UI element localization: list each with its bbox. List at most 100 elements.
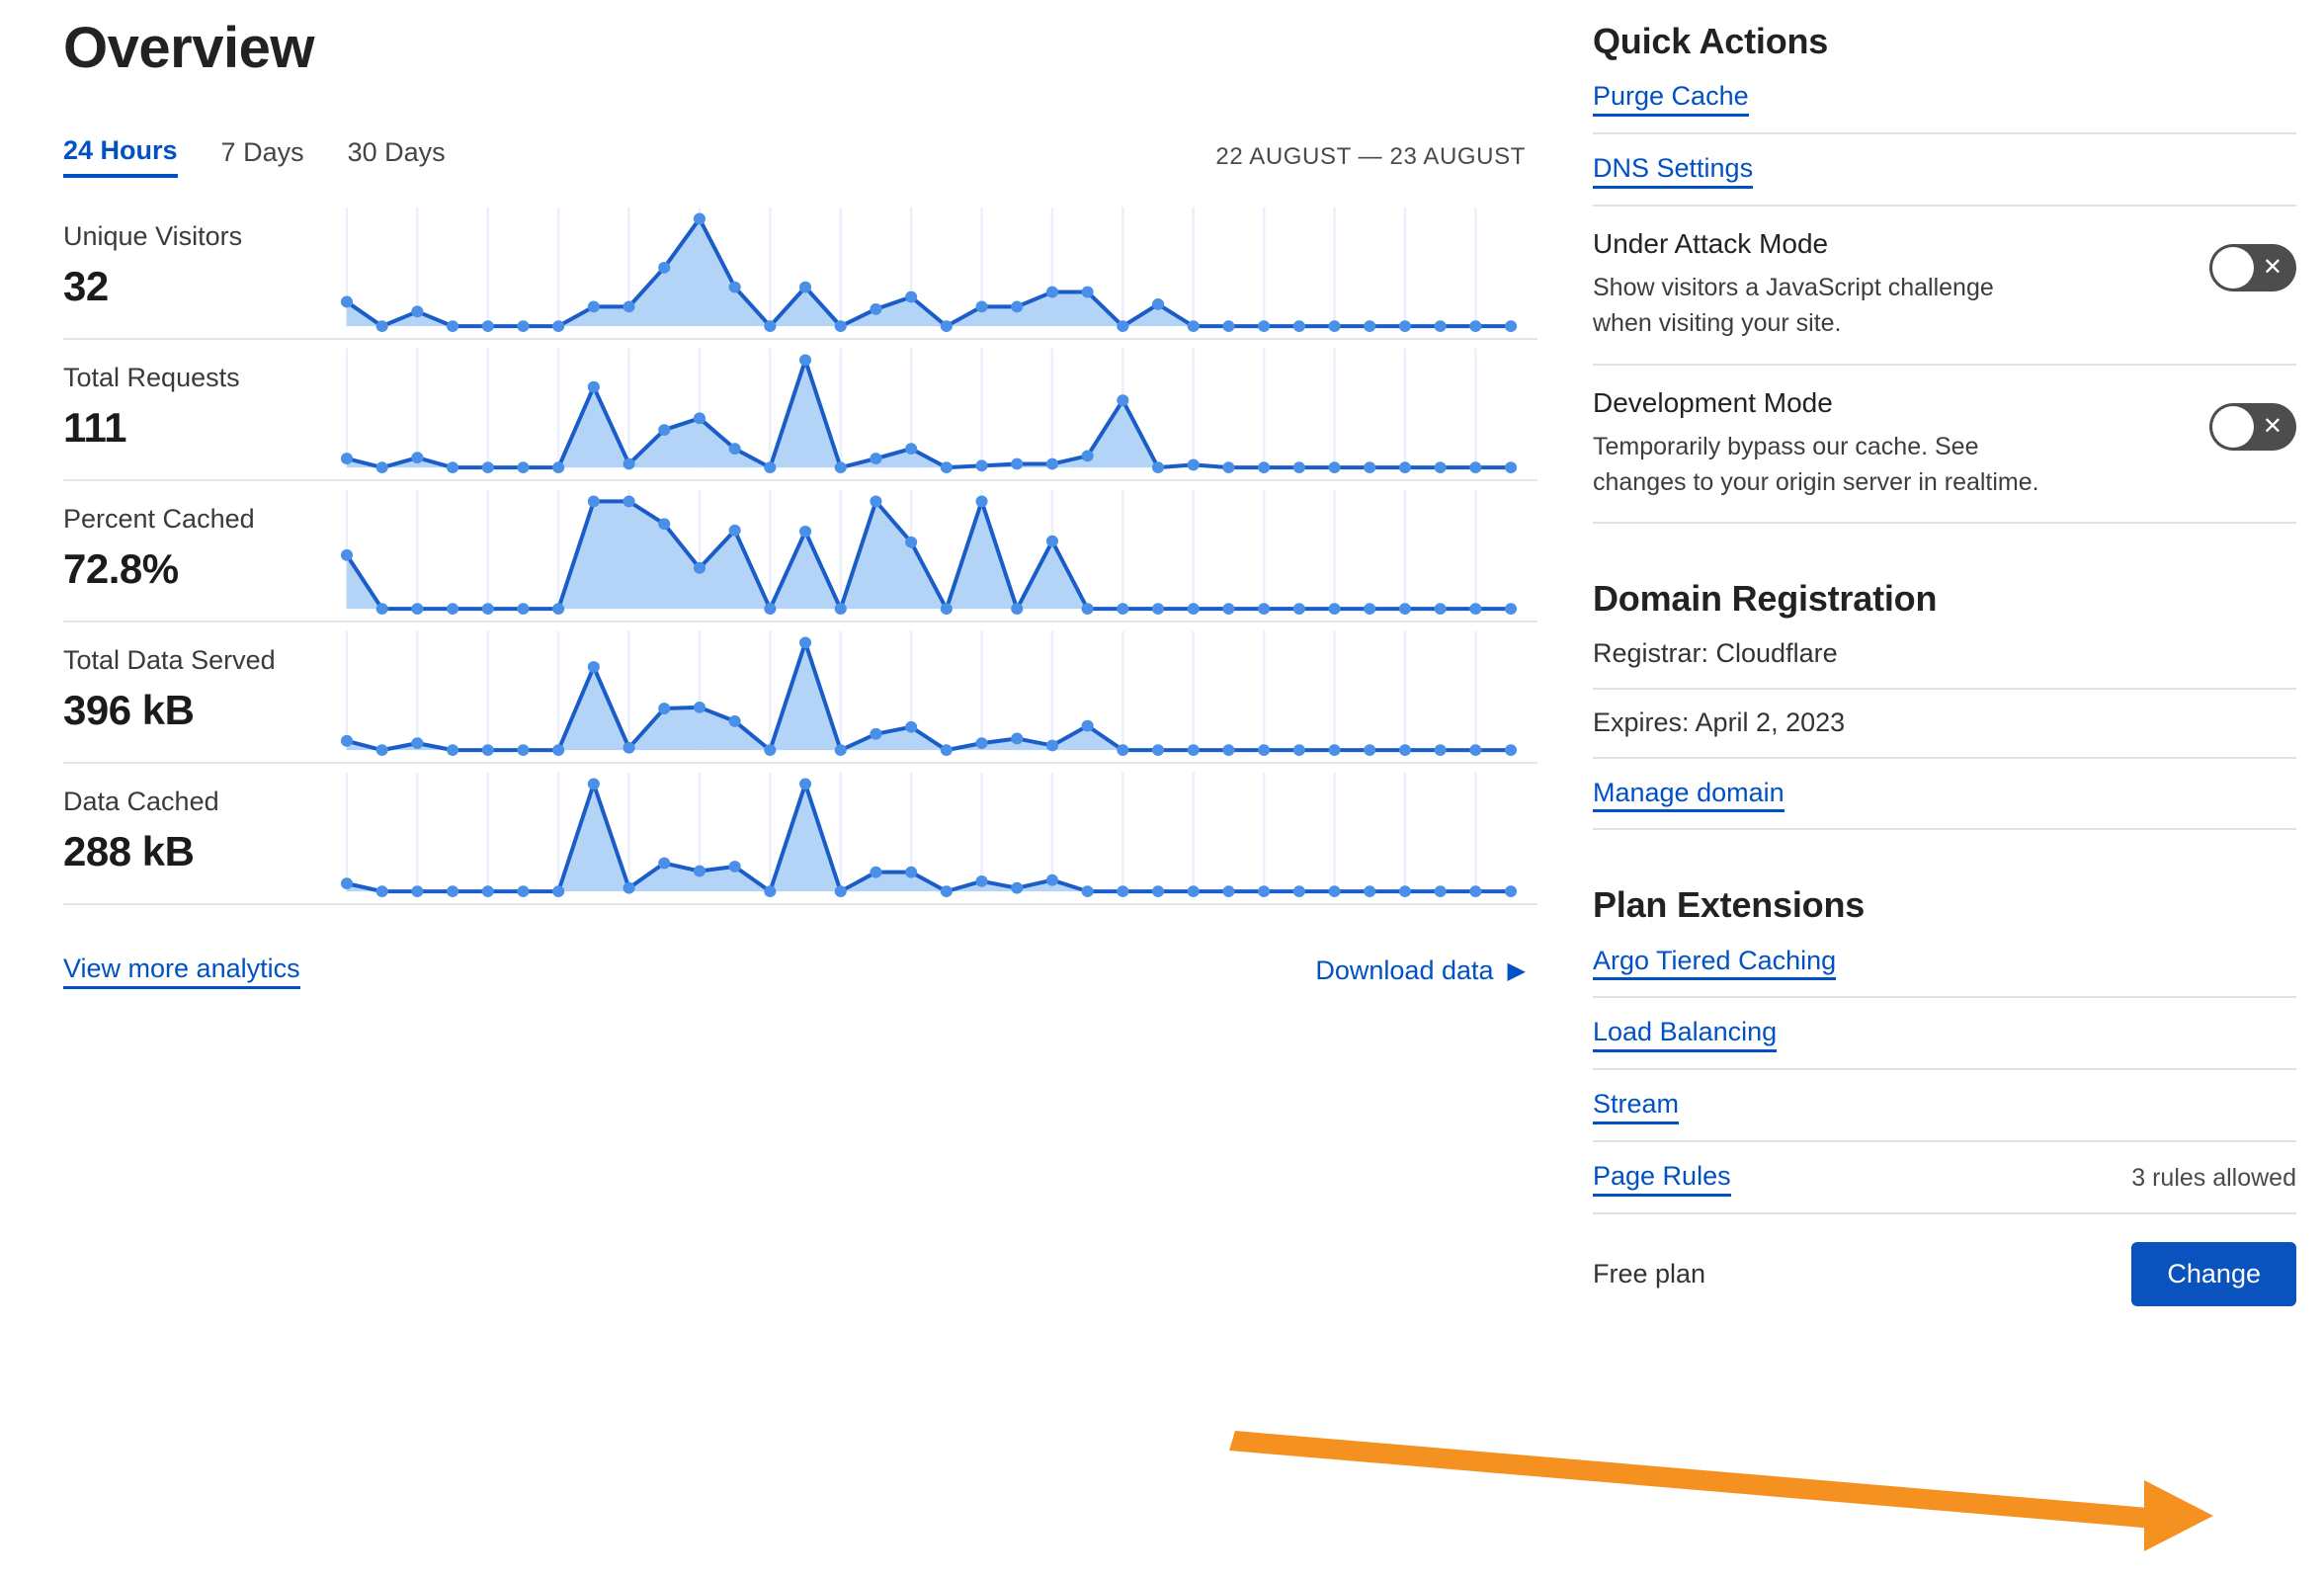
chart-data-point [1434, 884, 1447, 897]
chart-data-point [975, 736, 988, 749]
chart-data-point [1045, 739, 1059, 752]
purge-cache-link[interactable]: Purge Cache [1593, 80, 1749, 117]
chart-data-point [834, 743, 847, 756]
chart-data-point [905, 442, 918, 455]
chart-data-point [447, 743, 459, 756]
development-mode-row: Development Mode Temporarily bypass our … [1593, 366, 2296, 525]
under-attack-mode-title: Under Attack Mode [1593, 227, 1829, 259]
chart-data-point [411, 884, 424, 897]
chart-data-point [1328, 602, 1341, 615]
chart-data-point [1081, 884, 1094, 897]
chart-data-point [587, 660, 600, 673]
chart-data-point [728, 442, 741, 455]
chart-data-point [1151, 884, 1165, 897]
chart-data-point [798, 636, 812, 648]
chart-data-point [481, 743, 494, 756]
plan-row: Free plan Change [1593, 1214, 2296, 1306]
chart-data-point [517, 319, 530, 332]
chart-data-point [1504, 743, 1518, 756]
download-data-button[interactable]: Download data ▶ [1315, 956, 1537, 986]
stream-row[interactable]: Stream [1593, 1070, 2296, 1142]
chart-data-point [728, 281, 741, 293]
dns-settings-row[interactable]: DNS Settings [1593, 134, 2296, 207]
chart-data-point [658, 702, 671, 714]
metric-label: Percent Cached [63, 503, 255, 534]
metric-value: 32 [63, 263, 109, 310]
chart-data-point [375, 319, 388, 332]
argo-tiered-caching-link[interactable]: Argo Tiered Caching [1593, 945, 1837, 981]
chart-data-point [798, 778, 812, 790]
expires-value: Expires: April 2, 2023 [1593, 707, 1846, 738]
chart-data-point [764, 884, 777, 897]
chart-data-point [1364, 602, 1376, 615]
metric-info: Percent Cached 72.8% [63, 481, 330, 593]
analytics-footer: View more analytics Download data ▶ [63, 947, 1537, 996]
chart-data-point [340, 548, 354, 561]
chart-data-point [1469, 319, 1482, 332]
metric-label: Data Cached [63, 786, 219, 816]
registrar-row: Registrar: Cloudflare [1593, 621, 2296, 690]
chart-data-point [728, 524, 741, 537]
chart-data-point [870, 727, 882, 740]
chart-data-point [693, 212, 706, 224]
chart-data-point [1117, 602, 1129, 615]
manage-domain-row[interactable]: Manage domain [1593, 759, 2296, 831]
chart-data-point [1011, 457, 1024, 470]
chart-data-point [340, 452, 354, 464]
chart-data-point [940, 602, 953, 615]
quick-actions-heading: Quick Actions [1593, 21, 1829, 61]
view-more-analytics-link[interactable]: View more analytics [63, 953, 300, 990]
tab-30-days[interactable]: 30 Days [347, 137, 446, 168]
tab-24-hours[interactable]: 24 Hours [63, 135, 178, 179]
chart-data-point [447, 460, 459, 473]
chart-line [347, 218, 1511, 326]
chart-data-point [481, 602, 494, 615]
chart-data-point [622, 300, 635, 312]
load-balancing-row[interactable]: Load Balancing [1593, 998, 2296, 1071]
chart-data-point [658, 261, 671, 274]
chart-gridlines [345, 348, 1477, 467]
page-rules-row[interactable]: Page Rules 3 rules allowed [1593, 1142, 2296, 1214]
chart-data-point [1117, 393, 1129, 406]
chart-data-point [1011, 602, 1024, 615]
chart-data-point [340, 295, 354, 308]
chart-data-point [481, 319, 494, 332]
chart-data-point [1081, 286, 1094, 298]
manage-domain-link[interactable]: Manage domain [1593, 777, 1784, 813]
chart-data-point [1434, 743, 1447, 756]
chart-data-point [1081, 719, 1094, 732]
under-attack-mode-toggle[interactable]: ✕ [2209, 243, 2296, 291]
tab-7-days[interactable]: 7 Days [220, 137, 304, 168]
dns-settings-link[interactable]: DNS Settings [1593, 152, 1754, 189]
chart-data-point [1222, 743, 1235, 756]
chart-data-point [1292, 884, 1305, 897]
toggle-knob [2212, 405, 2254, 448]
stream-link[interactable]: Stream [1593, 1088, 1680, 1124]
chart-data-point [340, 876, 354, 889]
sparkline-total-data-served [330, 623, 1537, 764]
chart-data-point [517, 460, 530, 473]
chart-data-point [658, 518, 671, 530]
change-plan-button[interactable]: Change [2131, 1241, 2296, 1306]
chart-data-point [1187, 602, 1200, 615]
load-balancing-link[interactable]: Load Balancing [1593, 1016, 1778, 1053]
chart-data-point [340, 734, 354, 747]
chart-data-point [1328, 743, 1341, 756]
chart-data-point [905, 720, 918, 733]
chart-data-point [622, 457, 635, 470]
chart-data-points [340, 636, 1518, 756]
metrics-list: Unique Visitors 32 Total Requests 111 Pe… [63, 199, 1537, 905]
page-rules-link[interactable]: Page Rules [1593, 1160, 1731, 1197]
chart-data-point [975, 874, 988, 887]
chart-data-point [1151, 460, 1165, 473]
argo-tiered-caching-row[interactable]: Argo Tiered Caching [1593, 927, 2296, 999]
chart-data-point [1504, 460, 1518, 473]
chart-data-point [1364, 319, 1376, 332]
chart-gridlines [345, 630, 1477, 750]
chart-data-point [693, 701, 706, 713]
chart-data-point [1504, 884, 1518, 897]
purge-cache-row[interactable]: Purge Cache [1593, 62, 2296, 134]
development-mode-toggle[interactable]: ✕ [2209, 402, 2296, 451]
chart-data-point [1328, 460, 1341, 473]
chart-area-fill [346, 360, 1512, 467]
